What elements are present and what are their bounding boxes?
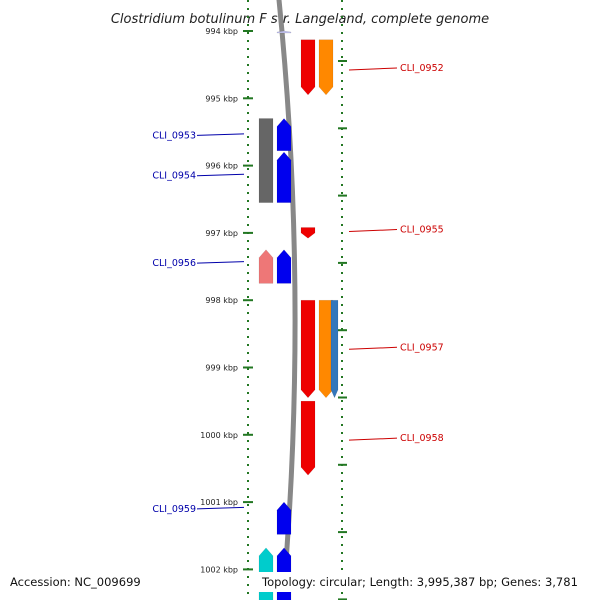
gene-arrow-orange[interactable] xyxy=(318,299,334,399)
gene-leader-line xyxy=(348,229,398,233)
gene-label-cli_0959[interactable]: CLI_0959 xyxy=(152,504,196,515)
gene-label-cli_0957[interactable]: CLI_0957 xyxy=(400,342,444,353)
gene-arrow-orange[interactable] xyxy=(318,39,334,96)
summary-background xyxy=(256,572,596,592)
ruler-tick-label: 998 kbp xyxy=(205,296,238,305)
accession-label: Accession: NC_009699 xyxy=(10,575,141,589)
gene-arrow-pink[interactable] xyxy=(258,249,274,284)
gene-arrow-blue[interactable] xyxy=(276,118,292,152)
gene-label-cli_0952[interactable]: CLI_0952 xyxy=(400,63,444,74)
gene-arrow-red[interactable] xyxy=(300,227,316,239)
gene-label-cli_0956[interactable]: CLI_0956 xyxy=(152,258,196,269)
ruler-tick-label: 996 kbp xyxy=(205,162,238,171)
genome-summary-label: Topology: circular; Length: 3,995,387 bp… xyxy=(261,575,578,589)
gene-arrow-blue[interactable] xyxy=(276,501,292,535)
ruler-tick-label: 999 kbp xyxy=(205,364,238,373)
ruler-ticks: 994 kbp 995 kbp 996 kbp 997 kbp 998 kbp 999 k… xyxy=(200,27,347,600)
gene-leader-line xyxy=(196,173,245,177)
ruler-tick-label: 994 kbp xyxy=(205,27,238,36)
ruler-tick-label: 1002 kbp xyxy=(200,565,238,574)
gene-leader-line xyxy=(196,133,245,136)
ruler-tick-label: 995 kbp xyxy=(205,94,238,103)
ruler-tick-label: 1001 kbp xyxy=(200,498,238,507)
gene-arrow-red[interactable] xyxy=(300,299,316,399)
gene-leader-line xyxy=(196,506,245,510)
gene-label-cli_0958[interactable]: CLI_0958 xyxy=(400,433,444,444)
gene-arrow-red[interactable] xyxy=(300,400,316,476)
gene-label-cli_0955[interactable]: CLI_0955 xyxy=(400,225,444,236)
gene-arrow-lavender[interactable] xyxy=(276,30,292,34)
gene-leader-line xyxy=(196,261,245,264)
genome-title: Clostridium botulinum F str. Langeland, … xyxy=(111,12,489,27)
ruler-tick-label: 997 kbp xyxy=(205,229,238,238)
gene-leader-line xyxy=(348,346,398,350)
gene-arrow-blue[interactable] xyxy=(276,151,292,203)
gene-label-cli_0954[interactable]: CLI_0954 xyxy=(152,171,196,182)
gene-label-cli_0953[interactable]: CLI_0953 xyxy=(152,130,196,141)
gene-labels: CLI_0953 CLI_0954 CLI_0956 CLI_0959 CLI_0952… xyxy=(152,63,443,515)
gene-arrow-blue[interactable] xyxy=(276,249,292,284)
gene-leader-line xyxy=(348,67,398,71)
gene-arrow-steelblue[interactable] xyxy=(330,299,339,399)
gene-leader-line xyxy=(348,437,398,441)
gene-features xyxy=(258,30,339,600)
ruler-tick-label: 1000 kbp xyxy=(200,431,238,440)
gene-arrow-red[interactable] xyxy=(300,39,316,96)
accession-background xyxy=(2,572,152,592)
gene-arrow-gray[interactable] xyxy=(258,118,274,203)
